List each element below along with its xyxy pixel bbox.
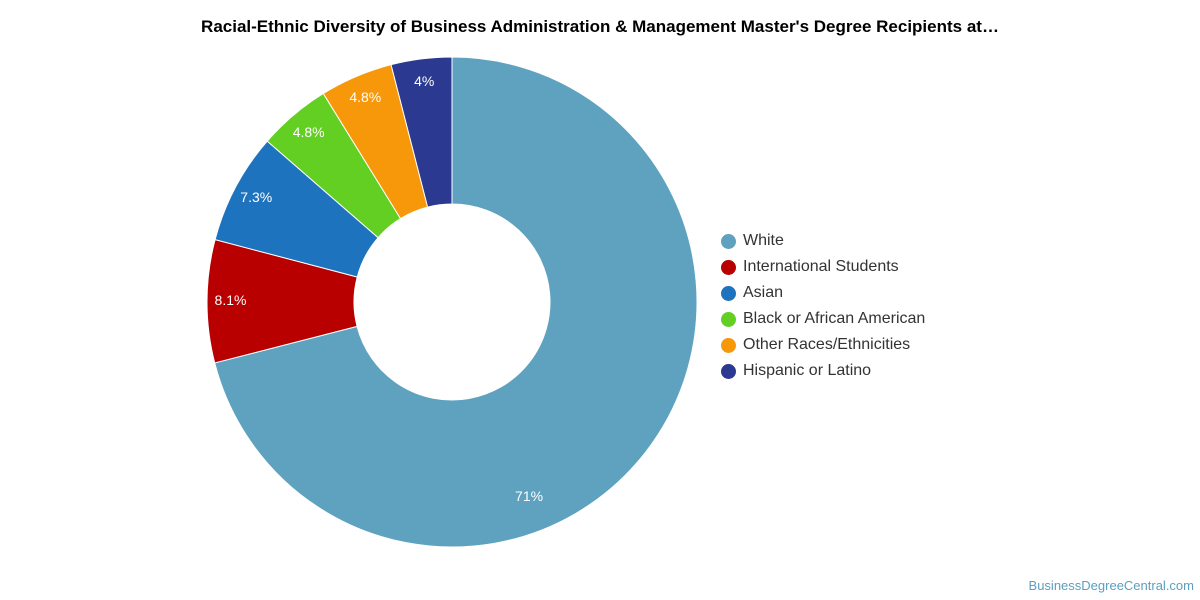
legend-label: White: [743, 232, 784, 249]
donut-slice-0[interactable]: [214, 56, 698, 548]
legend-label: Hispanic or Latino: [743, 362, 872, 379]
legend-label: Asian: [743, 284, 784, 301]
legend-label: Black or African American: [743, 310, 926, 327]
slice-label-0: 71%: [515, 488, 543, 504]
chart-title: Racial-Ethnic Diversity of Business Admi…: [201, 17, 999, 36]
legend-swatch: [721, 233, 736, 249]
legend-item-0[interactable]: White: [721, 228, 925, 254]
slice-label-3: 4.8%: [293, 124, 325, 140]
donut-slice-5[interactable]: [390, 56, 453, 208]
slice-label-5: 4%: [414, 73, 434, 89]
slice-label-1: 8.1%: [215, 292, 247, 308]
legend-swatch: [721, 337, 736, 353]
slice-label-4: 4.8%: [349, 89, 381, 105]
legend-item-5[interactable]: Hispanic or Latino: [721, 358, 925, 384]
legend-item-1[interactable]: International Students: [721, 254, 925, 280]
legend-swatch: [721, 259, 736, 275]
watermark: BusinessDegreeCentral.com: [1028, 578, 1194, 593]
legend-item-2[interactable]: Asian: [721, 280, 925, 306]
legend-swatch: [721, 363, 736, 379]
legend-item-3[interactable]: Black or African American: [721, 306, 925, 332]
legend-label: Other Races/Ethnicities: [743, 336, 911, 353]
legend-item-4[interactable]: Other Races/Ethnicities: [721, 332, 925, 358]
legend-swatch: [721, 311, 736, 327]
chart-legend: White International Students Asian Black or…: [721, 228, 925, 384]
legend-swatch: [721, 285, 736, 301]
legend-label: International Students: [743, 258, 899, 275]
slice-label-2: 7.3%: [240, 189, 272, 205]
